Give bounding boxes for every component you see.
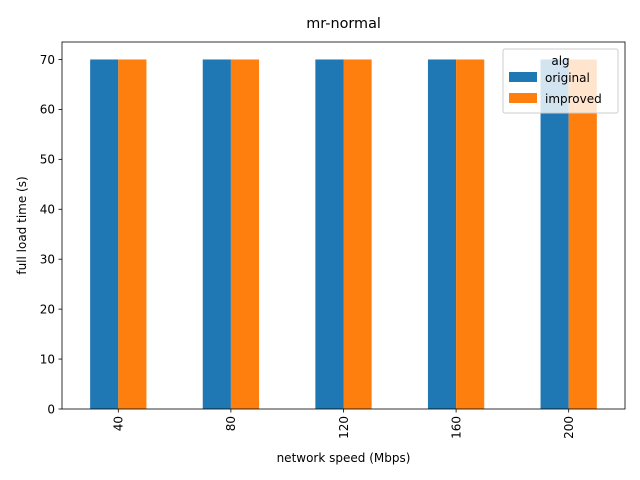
legend: alg original improved xyxy=(502,48,619,114)
bar-original-80 xyxy=(202,59,231,409)
x-axis: 40 80 120 160 200 xyxy=(112,409,576,439)
legend-label-improved: improved xyxy=(545,92,602,106)
bar-improved-160 xyxy=(456,59,485,409)
y-tick-label: 30 xyxy=(40,253,55,267)
y-tick-label: 50 xyxy=(40,153,55,167)
plot-frame xyxy=(61,41,626,410)
legend-swatch-original xyxy=(509,72,537,82)
y-tick-label: 10 xyxy=(40,352,55,366)
y-tick-label: 70 xyxy=(40,53,55,67)
bar-original-120 xyxy=(315,59,344,409)
bar-improved-120 xyxy=(343,59,372,409)
bar-improved-200 xyxy=(568,59,597,409)
legend-swatch-improved xyxy=(509,93,537,103)
bars-layer xyxy=(90,59,597,409)
bar-original-40 xyxy=(90,59,119,409)
x-tick-label: 160 xyxy=(449,416,463,439)
y-tick-label: 20 xyxy=(40,302,55,316)
y-axis-label: full load time (s) xyxy=(15,176,29,274)
bar-improved-40 xyxy=(118,59,147,409)
x-tick-label: 40 xyxy=(112,416,126,431)
bar-original-200 xyxy=(540,59,569,409)
x-tick-label: 120 xyxy=(337,416,351,439)
y-tick-label: 60 xyxy=(40,103,55,117)
legend-label-original: original xyxy=(545,71,590,85)
legend-title: alg xyxy=(551,54,569,68)
bar-original-160 xyxy=(427,59,457,409)
x-axis-label: network speed (Mbps) xyxy=(277,451,411,465)
y-tick-label: 40 xyxy=(40,203,55,217)
x-tick-label: 200 xyxy=(562,416,576,439)
y-tick-label: 0 xyxy=(47,402,55,416)
chart-title: mr-normal xyxy=(306,16,381,32)
bar-improved-80 xyxy=(230,59,260,409)
y-axis: 0 10 20 30 40 50 60 70 xyxy=(40,53,62,416)
x-tick-label: 80 xyxy=(224,416,238,431)
